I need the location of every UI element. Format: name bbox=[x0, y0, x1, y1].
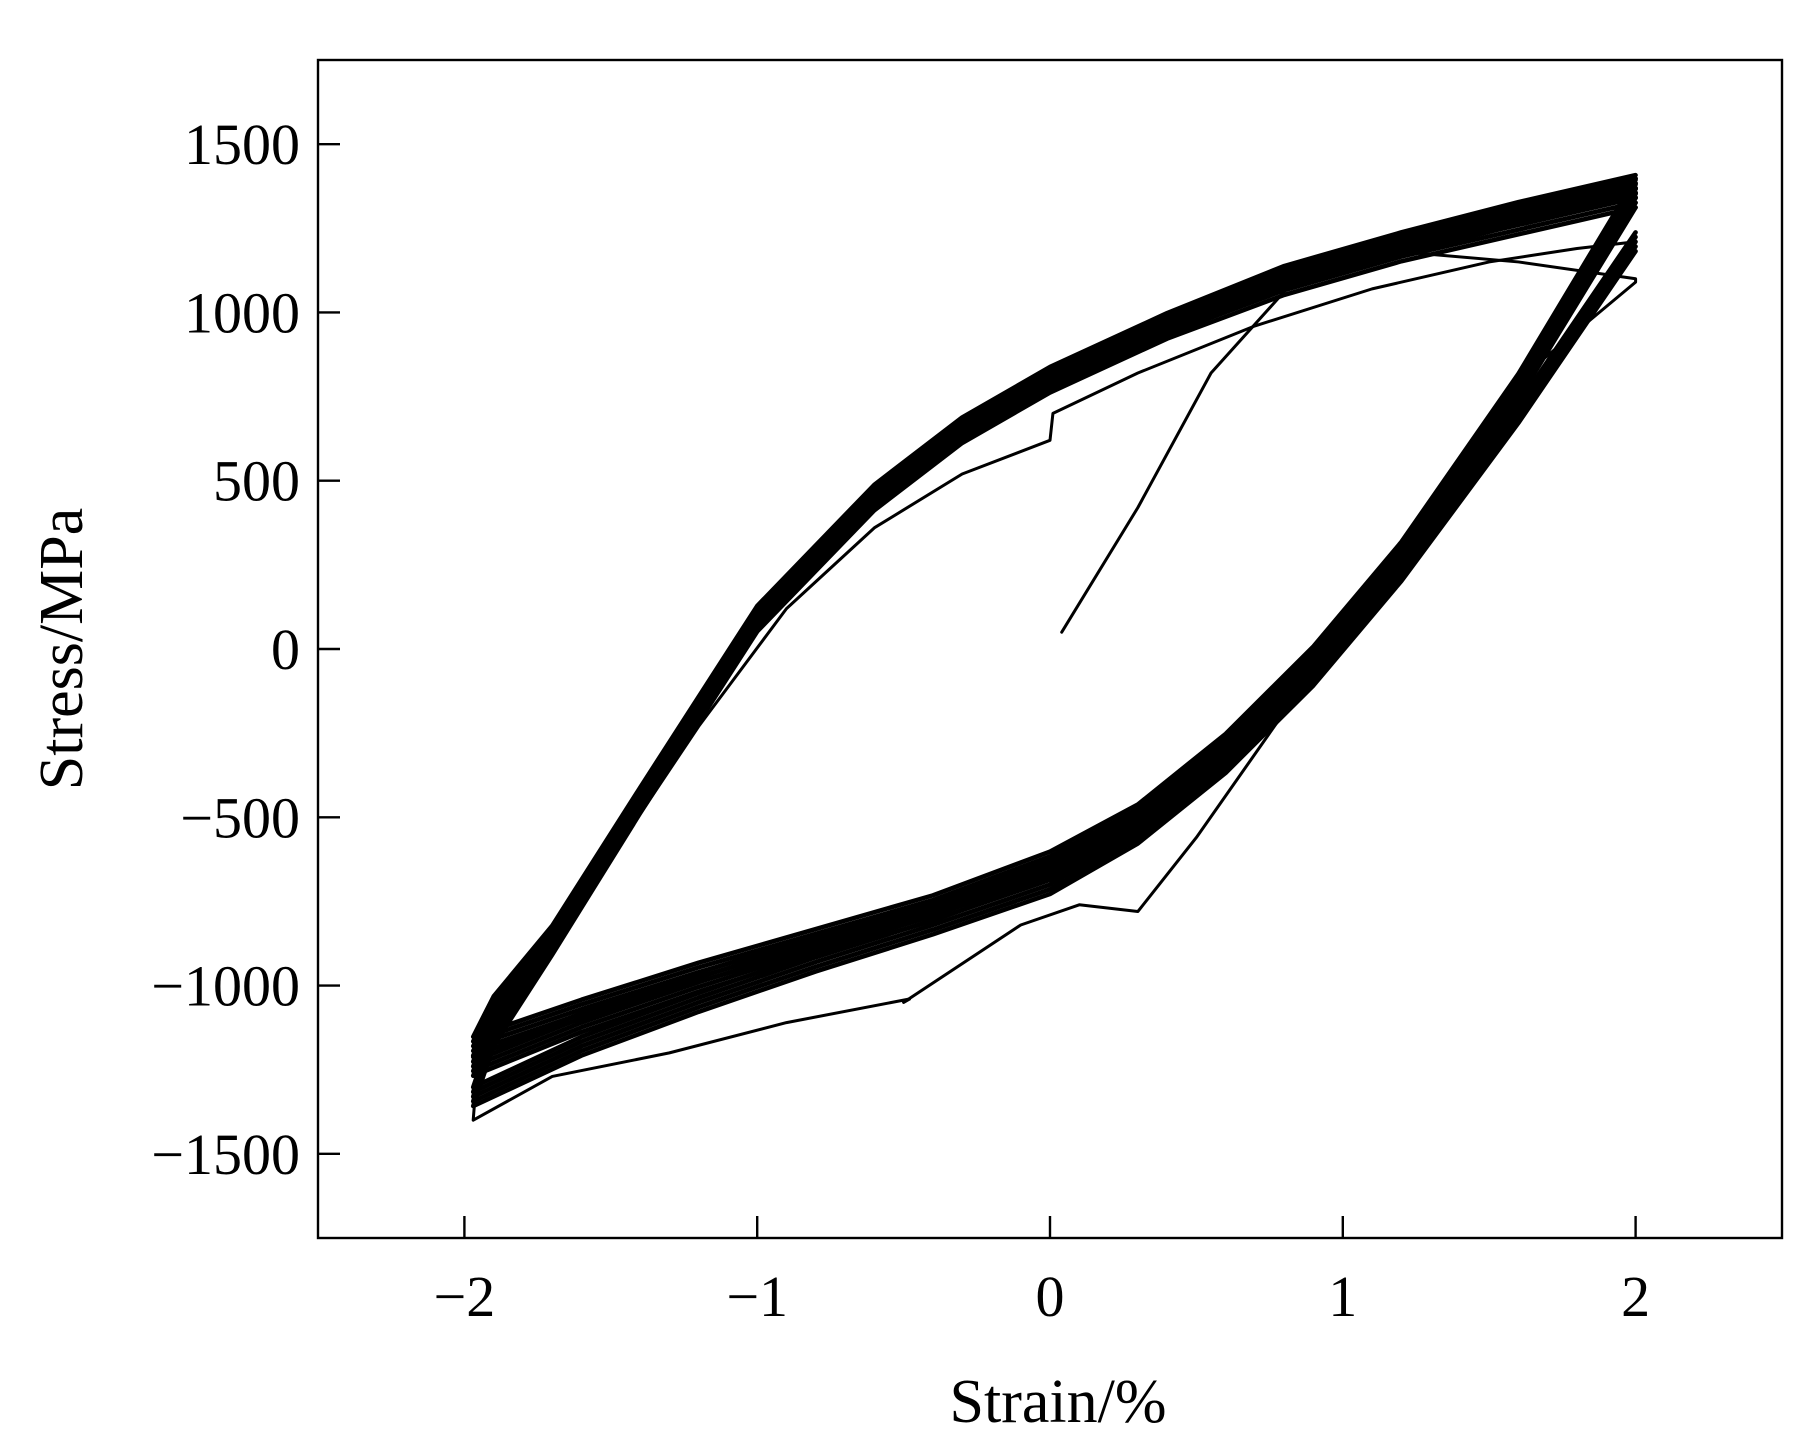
y-tick-label: 500 bbox=[213, 449, 300, 514]
hysteresis-series-line bbox=[470, 195, 1638, 1079]
hysteresis-loops bbox=[470, 172, 1638, 1122]
hysteresis-series-line bbox=[470, 176, 1638, 1060]
hysteresis-series-line bbox=[470, 182, 1638, 1049]
y-tick-label: −1500 bbox=[151, 1122, 300, 1187]
hysteresis-series-line bbox=[470, 186, 1638, 1054]
y-tick-label: 1500 bbox=[184, 112, 300, 177]
x-tick-label: 0 bbox=[1036, 1264, 1065, 1329]
hysteresis-series-line bbox=[1060, 273, 1301, 634]
x-tick-label: 2 bbox=[1621, 1264, 1650, 1329]
x-tick-label: 1 bbox=[1328, 1264, 1357, 1329]
hysteresis-series-line bbox=[470, 180, 1638, 1064]
y-tick-label: 1000 bbox=[184, 280, 300, 345]
x-axis-label: Strain/% bbox=[950, 1368, 1167, 1436]
hysteresis-series-line bbox=[470, 172, 1638, 1039]
y-tick-label: −1000 bbox=[151, 954, 300, 1019]
hysteresis-series-line bbox=[470, 200, 1638, 1104]
hysteresis-series-line bbox=[470, 205, 1638, 1109]
y-tick-label: 0 bbox=[271, 617, 300, 682]
hysteresis-series-line bbox=[471, 240, 1638, 1122]
y-tick-label: −500 bbox=[180, 785, 300, 850]
x-axis: −2 −1 0 1 2 bbox=[434, 1216, 1650, 1329]
y-axis-label: Stress/MPa bbox=[28, 508, 96, 790]
x-tick-label: −1 bbox=[726, 1264, 788, 1329]
hysteresis-series-line bbox=[470, 191, 1638, 1058]
hysteresis-series-line bbox=[470, 186, 1638, 1090]
hysteresis-series-line bbox=[470, 195, 1638, 1099]
x-tick-label: −2 bbox=[434, 1264, 496, 1329]
y-axis: −1500 −1000 −500 0 500 1000 1500 bbox=[151, 112, 340, 1187]
hysteresis-series-line bbox=[470, 185, 1638, 1069]
hysteresis-series-line bbox=[470, 190, 1638, 1074]
hysteresis-series-line bbox=[470, 191, 1638, 1095]
